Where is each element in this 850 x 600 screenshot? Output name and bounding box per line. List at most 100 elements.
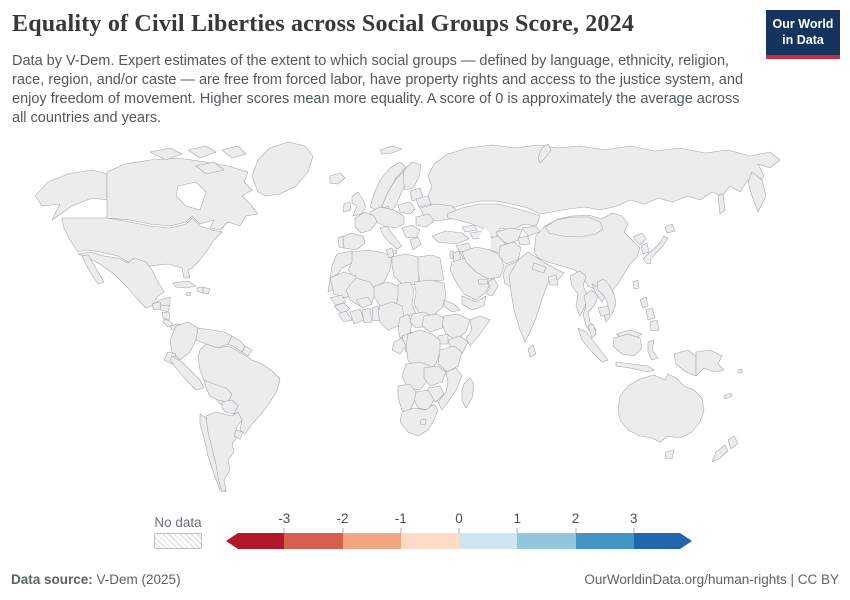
country-germany[interactable]: [369, 206, 405, 229]
country-uk[interactable]: [351, 191, 367, 217]
country-georgia[interactable]: [461, 224, 478, 233]
country-ireland[interactable]: [342, 201, 352, 213]
country-south-korea[interactable]: [640, 242, 650, 255]
country-new-zealand-north[interactable]: [727, 435, 739, 450]
country-venezuela[interactable]: [195, 327, 233, 349]
country-cambodia[interactable]: [597, 305, 611, 317]
country-dominican-republic[interactable]: [202, 286, 211, 295]
country-canada-arctic-4[interactable]: [195, 161, 225, 175]
country-myanmar[interactable]: [569, 270, 589, 317]
country-new-caledonia[interactable]: [723, 392, 733, 400]
country-ghana[interactable]: [361, 307, 373, 324]
country-sudan[interactable]: [413, 279, 447, 317]
country-nigeria[interactable]: [377, 301, 405, 331]
country-south-sudan[interactable]: [421, 313, 445, 333]
country-burkina-faso[interactable]: [355, 296, 373, 309]
country-italy[interactable]: [379, 225, 403, 250]
country-cuba[interactable]: [172, 280, 197, 289]
country-libya[interactable]: [391, 253, 421, 287]
country-argentina[interactable]: [205, 411, 243, 493]
country-finland[interactable]: [402, 161, 422, 191]
country-eritrea[interactable]: [443, 299, 461, 313]
country-spain[interactable]: [342, 232, 366, 251]
country-russia-sakhalin[interactable]: [717, 193, 726, 215]
country-indonesia-west-papua[interactable]: [673, 349, 697, 377]
owid-logo[interactable]: Our World in Data: [766, 10, 840, 60]
country-iran[interactable]: [461, 246, 505, 280]
country-sri-lanka[interactable]: [527, 344, 537, 358]
country-japan[interactable]: [642, 235, 669, 265]
country-romania[interactable]: [415, 213, 435, 228]
country-niger[interactable]: [373, 281, 401, 309]
country-tanzania[interactable]: [437, 345, 463, 373]
country-suriname[interactable]: [241, 345, 253, 357]
country-indonesia-java[interactable]: [615, 361, 655, 373]
legend-bin[interactable]: [342, 533, 401, 549]
country-iceland[interactable]: [329, 172, 346, 185]
country-belarus[interactable]: [415, 195, 432, 208]
country-japan-hokkaido[interactable]: [664, 223, 676, 234]
country-mozambique[interactable]: [437, 367, 463, 411]
legend-bin[interactable]: [459, 533, 518, 549]
country-honduras[interactable]: [159, 304, 171, 313]
country-new-zealand-south[interactable]: [711, 444, 729, 463]
footer-link[interactable]: OurWorldinData.org/human-rights | CC BY: [584, 572, 839, 587]
country-paraguay[interactable]: [221, 399, 239, 415]
country-north-korea[interactable]: [632, 232, 647, 246]
country-somalia[interactable]: [465, 315, 491, 347]
country-senegal[interactable]: [329, 294, 347, 306]
country-israel[interactable]: [449, 250, 454, 260]
country-colombia[interactable]: [169, 321, 199, 361]
country-tunisia[interactable]: [385, 247, 395, 259]
country-south-africa[interactable]: [399, 403, 439, 437]
country-nepal[interactable]: [531, 262, 547, 274]
country-indonesia-sulawesi[interactable]: [647, 339, 659, 361]
country-peru[interactable]: [169, 355, 205, 391]
country-egypt[interactable]: [417, 254, 445, 283]
country-turkey[interactable]: [431, 230, 470, 245]
country-bangladesh[interactable]: [547, 274, 559, 286]
country-uae[interactable]: [477, 278, 489, 285]
country-angola[interactable]: [401, 361, 431, 391]
country-canada-arctic-1[interactable]: [149, 147, 183, 161]
country-svalbard[interactable]: [379, 145, 403, 155]
country-drc[interactable]: [405, 329, 441, 373]
country-namibia[interactable]: [397, 383, 417, 415]
legend-bin[interactable]: [226, 533, 285, 549]
country-philippines-luzon[interactable]: [639, 296, 649, 309]
country-australia-tasmania[interactable]: [664, 449, 675, 460]
country-yemen[interactable]: [461, 295, 487, 311]
country-fiji[interactable]: [737, 368, 743, 374]
country-greenland[interactable]: [251, 141, 314, 197]
country-madagascar[interactable]: [461, 377, 475, 409]
country-france[interactable]: [354, 211, 378, 234]
country-kazakhstan[interactable]: [446, 203, 541, 239]
legend-bin[interactable]: [400, 533, 459, 549]
legend-bin[interactable]: [575, 533, 634, 549]
country-canada-arctic-3[interactable]: [221, 145, 247, 159]
country-vietnam[interactable]: [596, 278, 617, 323]
country-uruguay[interactable]: [233, 429, 244, 440]
country-zambia[interactable]: [423, 365, 447, 387]
country-lesotho[interactable]: [419, 418, 427, 426]
country-philippines-mindanao[interactable]: [649, 319, 660, 332]
country-mexico[interactable]: [77, 251, 171, 309]
country-canada-arctic-2[interactable]: [187, 145, 217, 159]
country-russia[interactable]: [427, 144, 781, 215]
legend-bin[interactable]: [284, 533, 343, 549]
legend-bin[interactable]: [634, 533, 692, 549]
country-ethiopia[interactable]: [441, 313, 471, 341]
country-indonesia-borneo[interactable]: [612, 333, 643, 357]
country-ivory-coast[interactable]: [349, 308, 365, 325]
country-indonesia-sumatra[interactable]: [577, 327, 609, 363]
country-haiti[interactable]: [196, 286, 204, 294]
country-mexico-baja[interactable]: [81, 254, 105, 285]
country-greece[interactable]: [409, 236, 422, 251]
country-balkans[interactable]: [401, 224, 421, 239]
country-taiwan[interactable]: [632, 279, 640, 290]
country-papua-new-guinea[interactable]: [695, 349, 725, 377]
country-jamaica[interactable]: [185, 291, 192, 297]
country-sierra-leone[interactable]: [337, 310, 353, 323]
country-poland[interactable]: [397, 201, 416, 215]
legend-bin[interactable]: [517, 533, 576, 549]
